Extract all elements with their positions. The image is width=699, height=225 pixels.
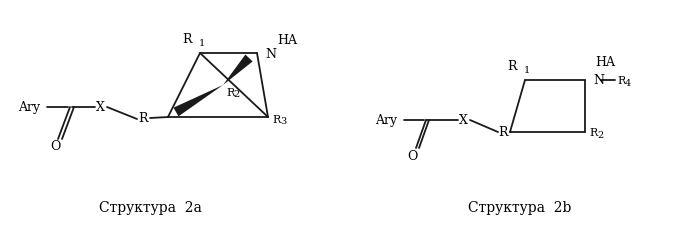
Text: 3: 3 xyxy=(280,117,287,126)
Text: R: R xyxy=(617,76,625,86)
Text: N: N xyxy=(593,74,604,87)
Text: N: N xyxy=(265,47,276,60)
Text: X: X xyxy=(459,114,468,127)
Text: 1: 1 xyxy=(524,66,531,75)
Text: R: R xyxy=(138,112,147,125)
Text: R: R xyxy=(226,88,234,98)
Text: 4: 4 xyxy=(625,78,631,87)
Polygon shape xyxy=(223,55,252,86)
Text: Структура  2a: Структура 2a xyxy=(99,200,201,214)
Text: R: R xyxy=(589,127,597,137)
Text: Ary: Ary xyxy=(375,114,397,127)
Text: R: R xyxy=(507,60,517,73)
Text: X: X xyxy=(96,101,104,114)
Text: 2: 2 xyxy=(597,130,603,139)
Text: HA: HA xyxy=(595,56,615,69)
Text: Ary: Ary xyxy=(18,101,40,114)
Text: R: R xyxy=(498,126,507,139)
Polygon shape xyxy=(173,86,223,117)
Text: R: R xyxy=(272,115,280,124)
Text: O: O xyxy=(407,149,417,162)
Text: HA: HA xyxy=(277,33,297,46)
Text: Структура  2b: Структура 2b xyxy=(468,200,572,214)
Text: 1: 1 xyxy=(199,39,206,48)
Text: R: R xyxy=(182,33,192,46)
Text: O: O xyxy=(50,139,60,152)
Text: 2: 2 xyxy=(233,90,239,99)
